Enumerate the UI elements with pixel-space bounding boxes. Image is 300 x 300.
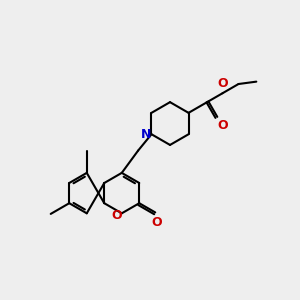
Text: O: O: [217, 119, 228, 132]
Text: N: N: [141, 128, 151, 141]
Text: O: O: [111, 209, 122, 222]
Text: O: O: [152, 216, 162, 229]
Text: O: O: [217, 77, 228, 90]
